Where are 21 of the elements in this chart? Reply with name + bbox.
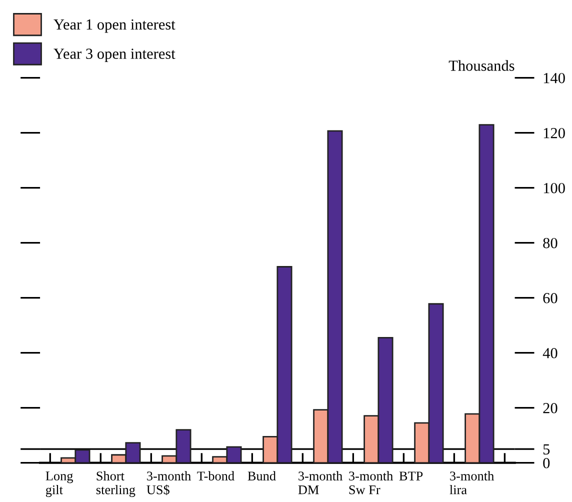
x-tick-label: Long gilt [46,472,73,497]
x-tick-label: 3-month Sw Fr [349,471,393,494]
y-tick-label: 80 [543,238,558,248]
y-axis-title: Thousands [448,60,514,71]
y-tick-label: 0 [543,458,550,468]
legend-label: Year 3 open interest [54,48,176,62]
y-tick-label: 5 [543,444,550,455]
y-tick-label: 100 [544,182,565,194]
y-tick-label: 20 [543,402,558,414]
x-tick-label: Bund [248,471,276,480]
legend-label: Year 1 open interest [54,19,176,33]
x-tick-label: 3-month lira [450,471,494,494]
y-tick-label: 60 [543,292,558,304]
x-tick-label: T-bond [197,471,234,480]
x-tick-label: Short sterling [96,471,136,497]
y-tick-label: 120 [544,128,565,138]
y-tick-label: 140 [544,72,565,84]
x-tick-label: 3-month DM [298,471,342,494]
x-tick-label: 3-month US$ [146,471,191,496]
x-tick-label: BTP [399,472,423,480]
y-tick-label: 40 [542,348,558,358]
